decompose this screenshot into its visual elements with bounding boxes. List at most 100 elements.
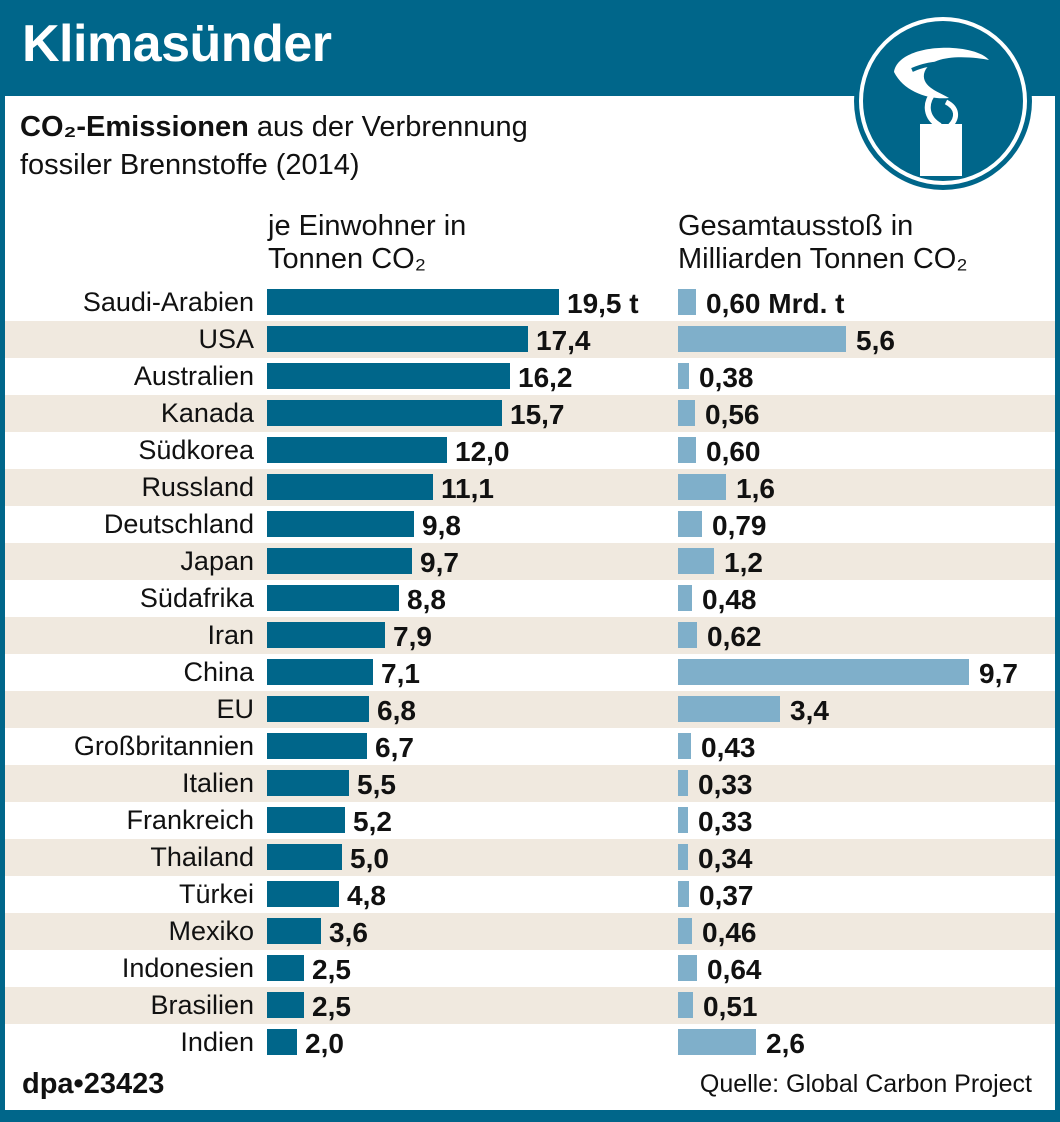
bar-total (678, 659, 969, 685)
country-label: Indonesien (121, 953, 254, 983)
bar-per-capita (267, 955, 304, 981)
column-header-per-capita-line1: je Einwohner in (268, 210, 467, 242)
value-label-total: 0,51 (703, 991, 758, 1022)
subtitle-line2: fossiler Brennstoffe (2014) (20, 149, 360, 181)
country-label: Türkei (178, 879, 254, 909)
value-label-total: 0,48 (702, 584, 757, 615)
country-label: USA (198, 324, 254, 354)
row-stripe (5, 765, 1055, 802)
bar-per-capita (267, 659, 373, 685)
bar-total (678, 548, 714, 574)
country-label: EU (216, 694, 254, 724)
value-label-total: 0,37 (699, 880, 754, 911)
bar-per-capita (267, 548, 412, 574)
column-header-total: Gesamtausstoß in Milliarden Tonnen CO₂ (678, 210, 968, 276)
bar-total (678, 992, 693, 1018)
row-stripe (5, 691, 1055, 728)
value-label-total: 0,60 (706, 436, 761, 467)
bar-per-capita (267, 881, 339, 907)
bar-per-capita (267, 1029, 297, 1055)
country-label: China (183, 657, 254, 687)
value-label-per-capita: 3,6 (329, 917, 368, 948)
value-label-total: 1,6 (736, 473, 775, 504)
row-stripe (5, 469, 1055, 506)
bottom-band (0, 1110, 1060, 1122)
bar-per-capita (267, 437, 447, 463)
column-header-per-capita: je Einwohner in Tonnen CO₂ (268, 210, 466, 276)
country-label: Iran (207, 620, 254, 650)
value-label-per-capita: 5,2 (353, 806, 392, 837)
bar-per-capita (267, 622, 385, 648)
bar-per-capita (267, 400, 502, 426)
column-header-total-line1: Gesamtausstoß in (678, 210, 914, 242)
bar-total (678, 807, 688, 833)
row-stripe (5, 321, 1055, 358)
value-label-per-capita: 8,8 (407, 584, 446, 615)
country-label: Thailand (150, 842, 254, 872)
bar-per-capita (267, 511, 414, 537)
bar-total (678, 955, 697, 981)
value-label-per-capita: 15,7 (510, 399, 565, 430)
bar-total (678, 363, 689, 389)
value-label-total: 1,2 (724, 547, 763, 578)
bar-per-capita (267, 807, 345, 833)
value-label-per-capita: 6,8 (377, 695, 416, 726)
bar-per-capita (267, 992, 304, 1018)
country-label: Frankreich (126, 805, 254, 835)
value-label-per-capita: 9,8 (422, 510, 461, 541)
value-label-total: 0,34 (698, 843, 753, 874)
value-label-total: 0,56 (705, 399, 760, 430)
bar-total (678, 585, 692, 611)
bar-total (678, 511, 702, 537)
row-stripe (5, 987, 1055, 1024)
value-label-per-capita: 2,5 (312, 954, 351, 985)
value-label-total: 2,6 (766, 1028, 805, 1059)
bar-per-capita (267, 474, 433, 500)
value-label-total: 0,43 (701, 732, 756, 763)
bar-total (678, 918, 692, 944)
value-label-per-capita: 5,5 (357, 769, 396, 800)
value-label-total: 9,7 (979, 658, 1018, 689)
bar-total (678, 696, 780, 722)
bar-per-capita (267, 918, 321, 944)
value-label-per-capita: 6,7 (375, 732, 414, 763)
country-label: Großbritannien (73, 731, 254, 761)
bar-total (678, 881, 689, 907)
bar-total (678, 437, 696, 463)
subtitle-bold: CO₂-Emissionen (20, 111, 249, 143)
bar-total (678, 844, 688, 870)
bar-per-capita (267, 326, 528, 352)
country-label: Japan (180, 546, 254, 576)
value-label-per-capita: 5,0 (350, 843, 389, 874)
value-label-per-capita: 9,7 (420, 547, 459, 578)
row-stripe (5, 395, 1055, 432)
bar-per-capita (267, 585, 399, 611)
country-label: Deutschland (103, 509, 254, 539)
country-label: Saudi-Arabien (82, 287, 254, 317)
bar-total (678, 400, 695, 426)
bar-total (678, 770, 688, 796)
country-label: Brasilien (150, 990, 254, 1020)
chart-subtitle: CO₂-Emissionen aus der Verbrennung fossi… (20, 108, 528, 184)
bar-per-capita (267, 844, 342, 870)
column-header-total-line2: Milliarden Tonnen CO₂ (678, 243, 968, 275)
value-label-total: 0,60 Mrd. t (706, 288, 845, 319)
value-label-total: 0,46 (702, 917, 757, 948)
value-label-total: 0,33 (698, 769, 753, 800)
value-label-total: 0,62 (707, 621, 762, 652)
value-label-total: 5,6 (856, 325, 895, 356)
value-label-total: 3,4 (790, 695, 829, 726)
column-header-per-capita-line2: Tonnen CO₂ (268, 243, 426, 275)
dpa-id: dpa•23423 (22, 1068, 165, 1100)
row-stripe (5, 913, 1055, 950)
value-label-per-capita: 2,5 (312, 991, 351, 1022)
bar-total (678, 622, 697, 648)
value-label-total: 0,64 (707, 954, 762, 985)
bar-total (678, 733, 691, 759)
country-label: Südafrika (139, 583, 254, 613)
value-label-total: 0,38 (699, 362, 754, 393)
bar-total (678, 289, 696, 315)
bar-total (678, 474, 726, 500)
value-label-per-capita: 16,2 (518, 362, 573, 393)
row-stripe (5, 617, 1055, 654)
